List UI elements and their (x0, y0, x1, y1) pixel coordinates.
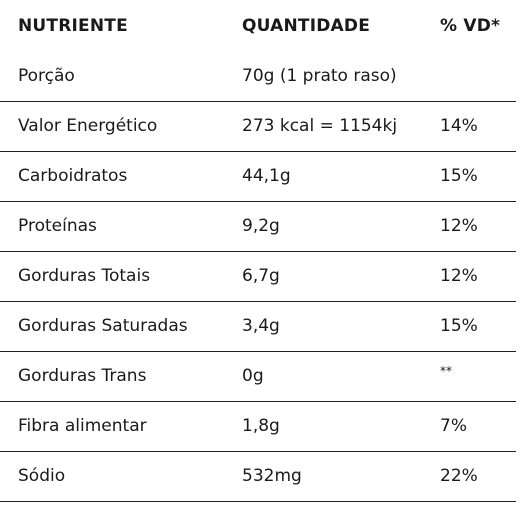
nutrient-name: Proteínas (18, 216, 97, 236)
nutrient-daily-value: 14% (440, 116, 478, 136)
header-nutrient: NUTRIENTE (18, 16, 128, 36)
nutrient-name: Valor Energético (18, 116, 158, 136)
nutrient-name: Gorduras Totais (18, 266, 151, 286)
nutrient-quantity: 0g (242, 366, 264, 386)
table-row: Carboidratos 44,1g 15% (0, 151, 516, 202)
table-row: Porção 70g (1 prato raso) (0, 51, 516, 102)
header-daily-value: % VD* (440, 16, 501, 36)
nutrient-daily-value: 15% (440, 316, 478, 336)
nutrient-quantity: 532mg (242, 466, 302, 486)
nutrient-name: Porção (18, 66, 75, 86)
nutrient-daily-value: 15% (440, 166, 478, 186)
table-row: Gorduras Trans 0g ** (0, 351, 516, 402)
table-row: Sódio 532mg 22% (0, 451, 516, 502)
table-row: Gorduras Saturadas 3,4g 15% (0, 301, 516, 352)
nutrient-daily-value: 12% (440, 266, 478, 286)
table-row: Valor Energético 273 kcal = 1154kj 14% (0, 101, 516, 152)
table-row: Gorduras Totais 6,7g 12% (0, 251, 516, 302)
nutrient-quantity: 6,7g (242, 266, 280, 286)
nutrient-daily-value: 7% (440, 416, 467, 436)
nutrient-quantity: 273 kcal = 1154kj (242, 116, 398, 136)
header-quantity: QUANTIDADE (242, 16, 371, 36)
nutrient-quantity: 3,4g (242, 316, 280, 336)
nutrient-daily-value: 12% (440, 216, 478, 236)
table-row: Proteínas 9,2g 12% (0, 201, 516, 252)
table-header: NUTRIENTE QUANTIDADE % VD* (0, 1, 516, 51)
nutrient-name: Sódio (18, 466, 66, 486)
nutrient-daily-value: ** (440, 364, 452, 378)
nutrient-name: Fibra alimentar (18, 416, 147, 436)
nutrient-quantity: 44,1g (242, 166, 291, 186)
nutrient-quantity: 1,8g (242, 416, 280, 436)
nutrient-name: Gorduras Saturadas (18, 316, 188, 336)
nutrient-quantity: 9,2g (242, 216, 280, 236)
nutrient-quantity: 70g (1 prato raso) (242, 66, 397, 86)
nutrient-name: Carboidratos (18, 166, 128, 186)
nutrient-name: Gorduras Trans (18, 366, 147, 386)
table-row: Fibra alimentar 1,8g 7% (0, 401, 516, 452)
nutrient-daily-value: 22% (440, 466, 478, 486)
